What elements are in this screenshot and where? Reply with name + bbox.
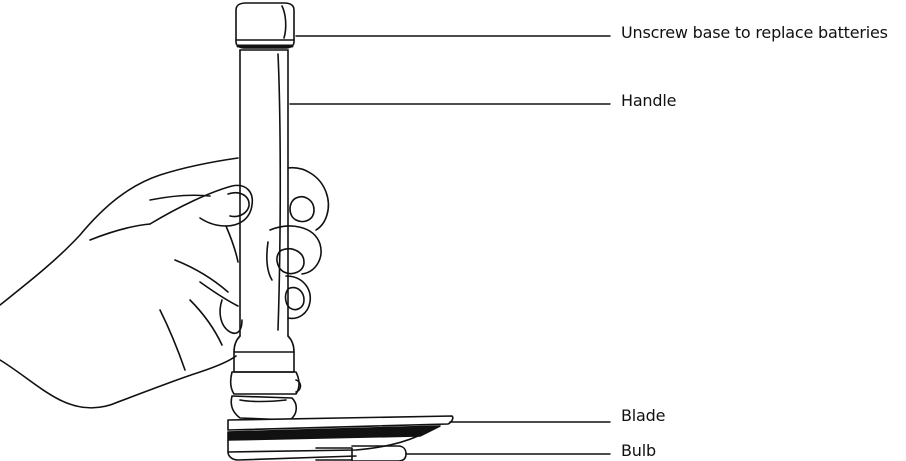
handle-illustration	[229, 2, 302, 395]
callout-handle: Handle	[621, 91, 677, 110]
hand-illustration	[0, 157, 254, 409]
callout-bulb: Bulb	[621, 441, 656, 460]
fingers-illustration	[266, 167, 330, 320]
callout-lines	[289, 35, 611, 455]
callout-unscrew-base: Unscrew base to replace batteries	[621, 23, 888, 42]
blade-illustration	[227, 395, 454, 461]
callout-blade: Blade	[621, 406, 666, 425]
